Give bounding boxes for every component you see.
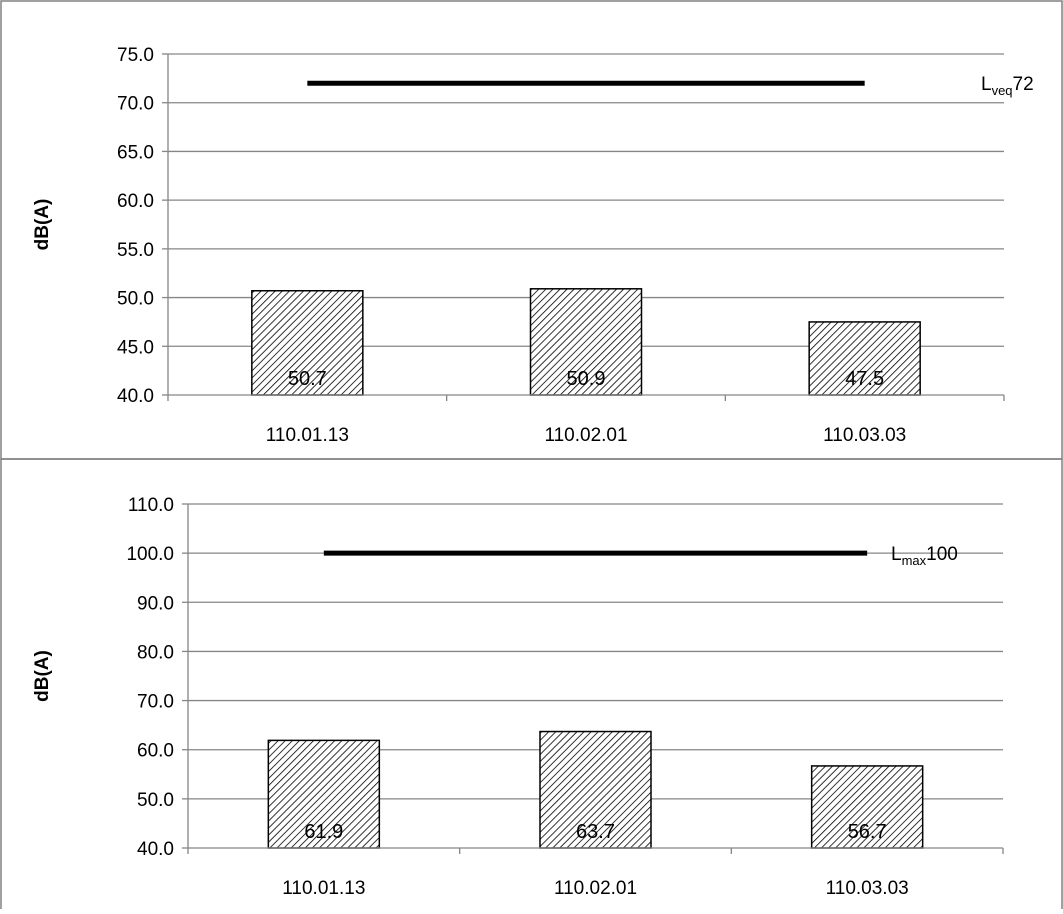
lmax-chart: 40.0 50.0 60.0 70.0 80.0 90.0 100.0 110.0 dB(A) 1…: [32, 495, 1004, 899]
data-label: 61.9: [304, 821, 343, 843]
y-tick-labels: 40.0 50.0 60.0 70.0 80.0 90.0 100.0 110.0: [126, 495, 174, 860]
x-tick-labels: 110.01.13 110.02.01 110.03.03: [282, 878, 908, 899]
y-tick-label: 65.0: [117, 142, 154, 163]
limit-label: Lmax100: [891, 544, 958, 568]
limit-label-value: 100: [926, 544, 958, 565]
y-tick-label: 70.0: [117, 94, 154, 115]
y-tick-label: 40.0: [137, 839, 174, 860]
data-labels: 61.9 63.7 56.7: [304, 821, 886, 843]
bar: [267, 739, 381, 849]
y-tick-label: 70.0: [137, 692, 174, 713]
bars: [251, 288, 921, 396]
limit-label-sub: veq: [992, 83, 1013, 98]
limit-label-main: L: [981, 74, 992, 95]
bar: [539, 730, 652, 849]
y-tick-label: 110.0: [128, 495, 174, 516]
y-tick-label: 100.0: [126, 544, 174, 565]
limit-label: Lveq72: [981, 74, 1034, 98]
y-tick-label: 40.0: [117, 386, 154, 407]
bars: [267, 730, 924, 849]
y-tick-label: 90.0: [137, 593, 174, 614]
limit-label-sub: max: [902, 553, 927, 568]
limit-label-value: 72: [1013, 74, 1034, 95]
y-tick-label: 50.0: [117, 289, 154, 310]
y-tick-label: 75.0: [117, 45, 154, 66]
y-tick-label: 50.0: [137, 790, 174, 811]
bar: [808, 321, 921, 396]
limit-label-main: L: [891, 544, 902, 565]
data-label: 47.5: [845, 368, 884, 390]
x-tick-label: 110.02.01: [544, 425, 627, 446]
data-labels: 50.7 50.9 47.5: [288, 368, 884, 390]
x-tick-label: 110.03.03: [826, 878, 909, 899]
x-tick-label: 110.02.01: [554, 878, 637, 899]
y-tick-label: 55.0: [117, 240, 154, 261]
x-tick-label: 110.03.03: [823, 425, 906, 446]
data-label: 50.9: [567, 368, 606, 390]
y-axis-label: dB(A): [32, 199, 53, 251]
x-tick-labels: 110.01.13 110.02.01 110.03.03: [266, 425, 906, 446]
x-tick-label: 110.01.13: [282, 878, 365, 899]
data-label: 50.7: [288, 368, 327, 390]
y-axis-label: dB(A): [32, 650, 53, 702]
y-tick-label: 45.0: [117, 337, 154, 358]
y-tick-labels: 40.0 45.0 50.0 55.0 60.0 65.0 70.0 75.0: [117, 45, 154, 407]
y-tick-label: 80.0: [137, 642, 174, 663]
data-label: 56.7: [848, 821, 887, 843]
data-label: 63.7: [576, 821, 615, 843]
y-tick-label: 60.0: [137, 741, 174, 762]
leq-chart: 40.0 45.0 50.0 55.0 60.0 65.0 70.0 75.0 dB(A) 110…: [32, 45, 1034, 446]
y-tick-label: 60.0: [117, 191, 154, 212]
x-tick-label: 110.01.13: [266, 425, 349, 446]
